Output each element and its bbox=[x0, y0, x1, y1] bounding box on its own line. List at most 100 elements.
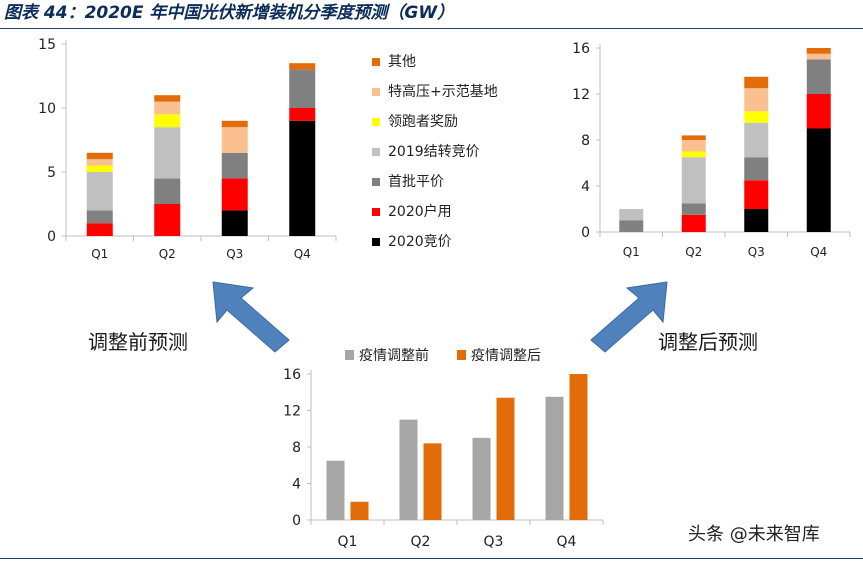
legend-label: 疫情调整前 bbox=[359, 347, 429, 364]
legend-swatch bbox=[372, 238, 380, 246]
y-tick-label: 15 bbox=[38, 37, 56, 53]
bar bbox=[496, 397, 515, 520]
arrow-shape bbox=[590, 281, 668, 353]
legend-swatch bbox=[372, 178, 380, 186]
arrow-shape bbox=[212, 281, 290, 353]
x-tick-label: Q2 bbox=[411, 534, 431, 550]
legend-label: 疫情调整后 bbox=[471, 348, 541, 364]
legend-label: 特高压+示范基地 bbox=[388, 83, 498, 100]
bar-segment bbox=[221, 120, 248, 128]
bar-segment bbox=[221, 152, 248, 179]
bar-segment bbox=[154, 101, 181, 115]
bar-segment bbox=[806, 128, 831, 232]
y-tick-label: 16 bbox=[572, 41, 590, 57]
y-tick-label: 10 bbox=[38, 101, 56, 117]
legend-swatch bbox=[372, 208, 380, 216]
bar-segment bbox=[154, 114, 181, 128]
bar-segment bbox=[221, 178, 248, 211]
legend-swatch bbox=[345, 350, 354, 360]
y-tick-label: 16 bbox=[283, 367, 301, 383]
bar-segment bbox=[744, 76, 769, 89]
x-tick-label: Q1 bbox=[338, 534, 358, 550]
legend-swatch bbox=[372, 148, 380, 156]
bar bbox=[569, 374, 588, 520]
x-tick-label: Q3 bbox=[484, 534, 504, 550]
x-tick-label: Q3 bbox=[748, 245, 765, 259]
bar-segment bbox=[619, 209, 644, 221]
bar-segment bbox=[154, 178, 181, 204]
x-tick-label: Q2 bbox=[159, 247, 176, 261]
y-tick-label: 4 bbox=[292, 477, 301, 493]
bar bbox=[472, 437, 491, 520]
y-tick-label: 4 bbox=[581, 179, 590, 195]
legend-swatch bbox=[372, 118, 380, 126]
bar-segment bbox=[681, 214, 706, 232]
caption-before: 调整前预测 bbox=[88, 330, 188, 354]
x-tick-label: Q4 bbox=[294, 247, 311, 261]
bar-segment bbox=[154, 127, 181, 179]
legend-swatch bbox=[372, 88, 380, 96]
bar-segment bbox=[289, 120, 316, 236]
chart-after-adjustment: 0 4 8 12 16 Q1 Q2 Q3 Q4 bbox=[572, 41, 851, 259]
x-tick-label: Q3 bbox=[226, 247, 243, 261]
arrow-right-icon bbox=[590, 281, 668, 353]
legend-label: 2020竞价 bbox=[388, 233, 452, 250]
bar-segment bbox=[86, 210, 113, 224]
bar-segment bbox=[744, 209, 769, 232]
bar bbox=[326, 460, 345, 520]
bar-segment bbox=[744, 122, 769, 158]
bar-segment bbox=[744, 157, 769, 181]
bar-segment bbox=[86, 152, 113, 160]
bar-segment bbox=[681, 135, 706, 140]
figure-title: 图表 44：2020E 年中国光伏新增装机分季度预测（GW） bbox=[4, 3, 455, 23]
bar-segment bbox=[744, 180, 769, 209]
bar-segment bbox=[289, 108, 316, 121]
bar-segment bbox=[806, 53, 831, 60]
y-tick-label: 5 bbox=[47, 165, 56, 181]
x-tick-label: Q4 bbox=[557, 534, 577, 550]
bar-segment bbox=[221, 210, 248, 236]
bar-segment bbox=[806, 59, 831, 94]
bar-segment bbox=[86, 223, 113, 236]
bar-segment bbox=[681, 151, 706, 158]
bar-segment bbox=[681, 157, 706, 204]
bar-segment bbox=[289, 69, 316, 108]
bar bbox=[545, 396, 564, 520]
y-tick-label: 0 bbox=[47, 229, 56, 245]
caption-after: 调整后预测 bbox=[658, 330, 758, 354]
y-tick-label: 12 bbox=[283, 404, 301, 420]
bar-segment bbox=[221, 127, 248, 153]
bar-segment bbox=[86, 159, 113, 166]
legend-label: 2020户用 bbox=[388, 203, 452, 220]
watermark: 头条 @未来智库 bbox=[688, 524, 820, 545]
legend-swatch bbox=[372, 58, 380, 66]
legend-label: 其他 bbox=[388, 54, 416, 70]
bar-segment bbox=[86, 172, 113, 211]
y-tick-label: 0 bbox=[292, 513, 301, 529]
x-tick-label: Q1 bbox=[91, 247, 108, 261]
legend-swatch bbox=[457, 350, 466, 360]
bar bbox=[423, 443, 442, 520]
legend-label: 领跑者奖励 bbox=[388, 113, 458, 130]
chart-comparison: 0 4 8 12 16 Q1 Q2 Q3 Q4 疫情调整前 疫情调整后 bbox=[283, 347, 604, 550]
legend-label: 首批平价 bbox=[388, 174, 444, 190]
bar-segment bbox=[744, 111, 769, 123]
bar-segment bbox=[86, 165, 113, 172]
y-tick-label: 0 bbox=[581, 225, 590, 241]
bar-segment bbox=[681, 203, 706, 215]
bar-segment bbox=[806, 94, 831, 129]
title-divider bbox=[0, 28, 863, 29]
bar-segment bbox=[154, 204, 181, 236]
x-tick-label: Q1 bbox=[623, 245, 640, 259]
bar-segment bbox=[619, 220, 644, 232]
bar-segment bbox=[806, 48, 831, 54]
bar bbox=[399, 419, 418, 520]
y-tick-label: 8 bbox=[581, 133, 590, 149]
x-tick-label: Q2 bbox=[685, 245, 702, 259]
bar bbox=[350, 501, 369, 520]
bottom-divider bbox=[0, 558, 863, 559]
y-tick-label: 8 bbox=[292, 440, 301, 456]
arrow-left-icon bbox=[212, 281, 290, 353]
bar-segment bbox=[744, 88, 769, 112]
